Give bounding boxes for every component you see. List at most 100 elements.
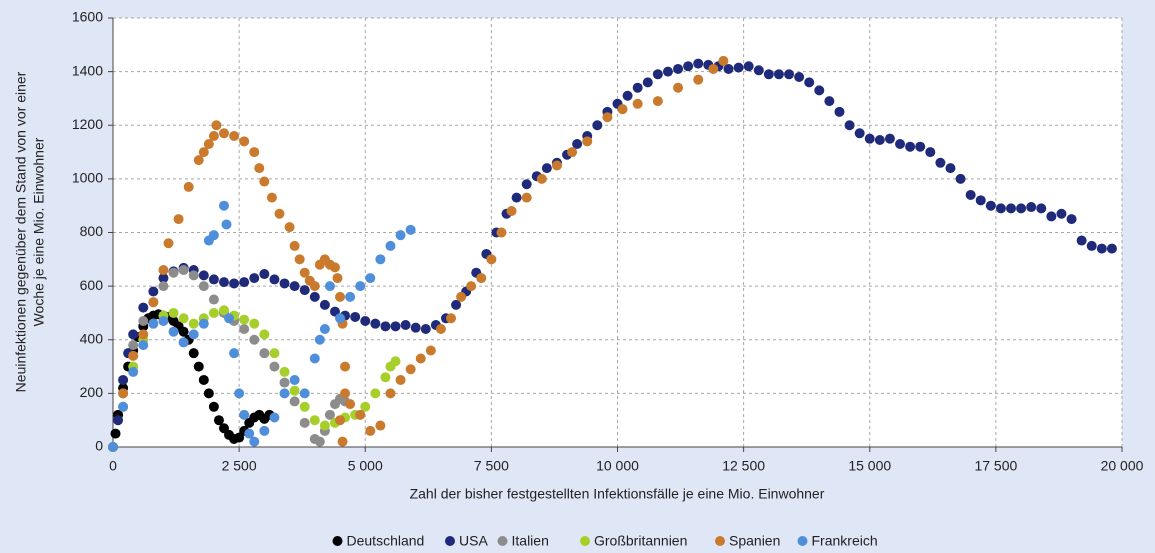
point	[662, 66, 673, 77]
point	[784, 69, 795, 80]
point	[350, 311, 361, 322]
point	[299, 417, 310, 428]
legend-label: USA	[459, 533, 488, 549]
point	[456, 291, 467, 302]
point	[365, 425, 376, 436]
point	[208, 274, 219, 285]
point	[420, 324, 431, 335]
point	[385, 388, 396, 399]
point	[158, 315, 169, 326]
point	[435, 324, 446, 335]
point	[365, 273, 376, 284]
point	[355, 409, 366, 420]
point	[128, 366, 139, 377]
point	[965, 189, 976, 200]
point	[395, 374, 406, 385]
point	[1086, 240, 1097, 251]
point	[743, 61, 754, 72]
point	[234, 388, 245, 399]
point	[360, 315, 371, 326]
point	[324, 409, 335, 420]
x-tick-label: 7 500	[474, 458, 509, 474]
point	[128, 329, 139, 340]
point	[1056, 208, 1067, 219]
point	[572, 139, 583, 150]
point	[405, 364, 416, 375]
point	[884, 133, 895, 144]
point	[178, 337, 189, 348]
point	[294, 254, 305, 265]
point	[269, 274, 280, 285]
point	[299, 401, 310, 412]
point	[1026, 202, 1037, 213]
point	[113, 415, 124, 426]
point	[415, 353, 426, 364]
point	[824, 96, 835, 107]
x-tick-label: 12 500	[722, 458, 765, 474]
point	[289, 374, 300, 385]
point	[218, 128, 229, 139]
point	[370, 318, 381, 329]
point	[375, 254, 386, 265]
x-tick-label: 20 000	[1101, 458, 1144, 474]
point	[1046, 211, 1057, 222]
point	[385, 240, 396, 251]
legend-marker	[332, 536, 343, 546]
point	[521, 179, 532, 190]
point	[213, 415, 224, 426]
point	[299, 388, 310, 399]
point	[1066, 214, 1077, 225]
point	[380, 321, 391, 332]
point	[380, 372, 391, 383]
point	[395, 230, 406, 241]
legend-marker	[797, 536, 808, 546]
y-tick-label: 1200	[72, 116, 103, 132]
point	[279, 278, 290, 289]
point	[208, 230, 219, 241]
point	[451, 299, 462, 310]
point	[279, 377, 290, 388]
point	[211, 120, 222, 131]
point	[108, 442, 118, 452]
legend-label: Italien	[512, 533, 549, 549]
x-tick-label: 0	[109, 458, 117, 474]
point	[673, 63, 684, 74]
point	[834, 106, 845, 117]
point	[158, 273, 169, 284]
point	[335, 291, 346, 302]
point	[1096, 243, 1107, 254]
point	[340, 388, 351, 399]
point	[118, 388, 129, 399]
point	[309, 291, 320, 302]
point	[254, 163, 265, 174]
point	[188, 318, 199, 329]
x-tick-label: 17 500	[974, 458, 1017, 474]
point	[289, 385, 300, 396]
point	[244, 428, 255, 439]
point	[178, 265, 189, 276]
point	[763, 69, 774, 80]
point	[773, 69, 784, 80]
point	[466, 281, 477, 292]
point	[945, 163, 956, 174]
point	[405, 224, 416, 235]
point	[224, 313, 235, 324]
legend-marker	[497, 536, 508, 546]
point	[854, 128, 865, 139]
point	[486, 254, 497, 265]
point	[198, 270, 209, 281]
point	[975, 195, 986, 206]
point	[804, 77, 815, 88]
point	[229, 278, 240, 289]
point	[284, 222, 295, 233]
point	[239, 409, 250, 420]
point	[188, 270, 199, 281]
point	[218, 200, 229, 211]
point	[309, 415, 320, 426]
point	[183, 181, 194, 192]
point	[118, 401, 129, 412]
point	[536, 173, 547, 184]
point	[582, 136, 593, 147]
point	[138, 302, 149, 313]
point	[642, 77, 653, 88]
